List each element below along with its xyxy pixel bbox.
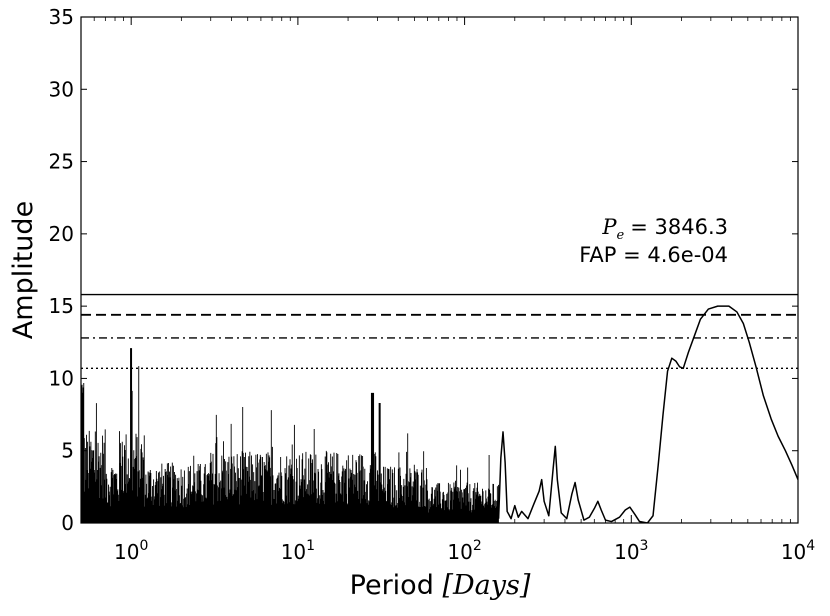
x-axis-label-unit: [Days] <box>442 570 530 601</box>
y-tick-label: 15 <box>49 294 74 318</box>
x-tick-label: 103 <box>614 538 648 564</box>
x-tick-label: 100 <box>114 538 148 564</box>
y-tick-label: 20 <box>49 222 74 246</box>
series-line <box>497 305 798 523</box>
noise-spectrum-path <box>81 348 499 523</box>
x-tick-exponent: 4 <box>806 538 815 554</box>
x-tick-exponent: 1 <box>306 538 315 554</box>
x-axis: 100 101 102 103 104 <box>80 17 815 564</box>
x-tick-base: 10 <box>281 540 306 564</box>
x-axis-label-text: Period <box>350 570 434 601</box>
x-tick-base: 10 <box>614 540 639 564</box>
y-tick-label: 0 <box>61 511 74 535</box>
x-tick-base: 10 <box>781 540 806 564</box>
threshold-lines <box>81 293 798 369</box>
series-layer <box>497 305 798 523</box>
fap-annotation: FAP = 4.6e-04 <box>579 243 728 267</box>
y-axis-label: Amplitude <box>8 201 39 339</box>
x-tick-base: 10 <box>114 540 139 564</box>
y-tick-label: 35 <box>49 5 74 29</box>
x-tick-label: 102 <box>447 538 481 564</box>
x-axis-label: Period [Days] <box>350 570 531 601</box>
plot-frame <box>80 16 799 524</box>
y-tick-label: 5 <box>61 439 74 463</box>
period-annotation: Pe = 3846.3 <box>601 215 728 243</box>
period-symbol: P <box>601 215 617 239</box>
y-axis: 0 5 10 15 20 25 30 35 <box>49 5 798 535</box>
noise-spectrum <box>81 348 499 523</box>
y-tick-label: 30 <box>49 77 74 101</box>
x-tick-exponent: 0 <box>139 538 148 554</box>
x-tick-label: 104 <box>781 538 815 564</box>
x-tick-base: 10 <box>447 540 472 564</box>
period-value: = 3846.3 <box>630 215 728 239</box>
y-tick-label: 10 <box>49 366 74 390</box>
y-tick-label: 25 <box>49 150 74 174</box>
x-tick-label: 101 <box>281 538 315 564</box>
x-tick-exponent: 3 <box>640 538 649 554</box>
period-subscript: e <box>617 228 625 243</box>
x-tick-exponent: 2 <box>473 538 482 554</box>
